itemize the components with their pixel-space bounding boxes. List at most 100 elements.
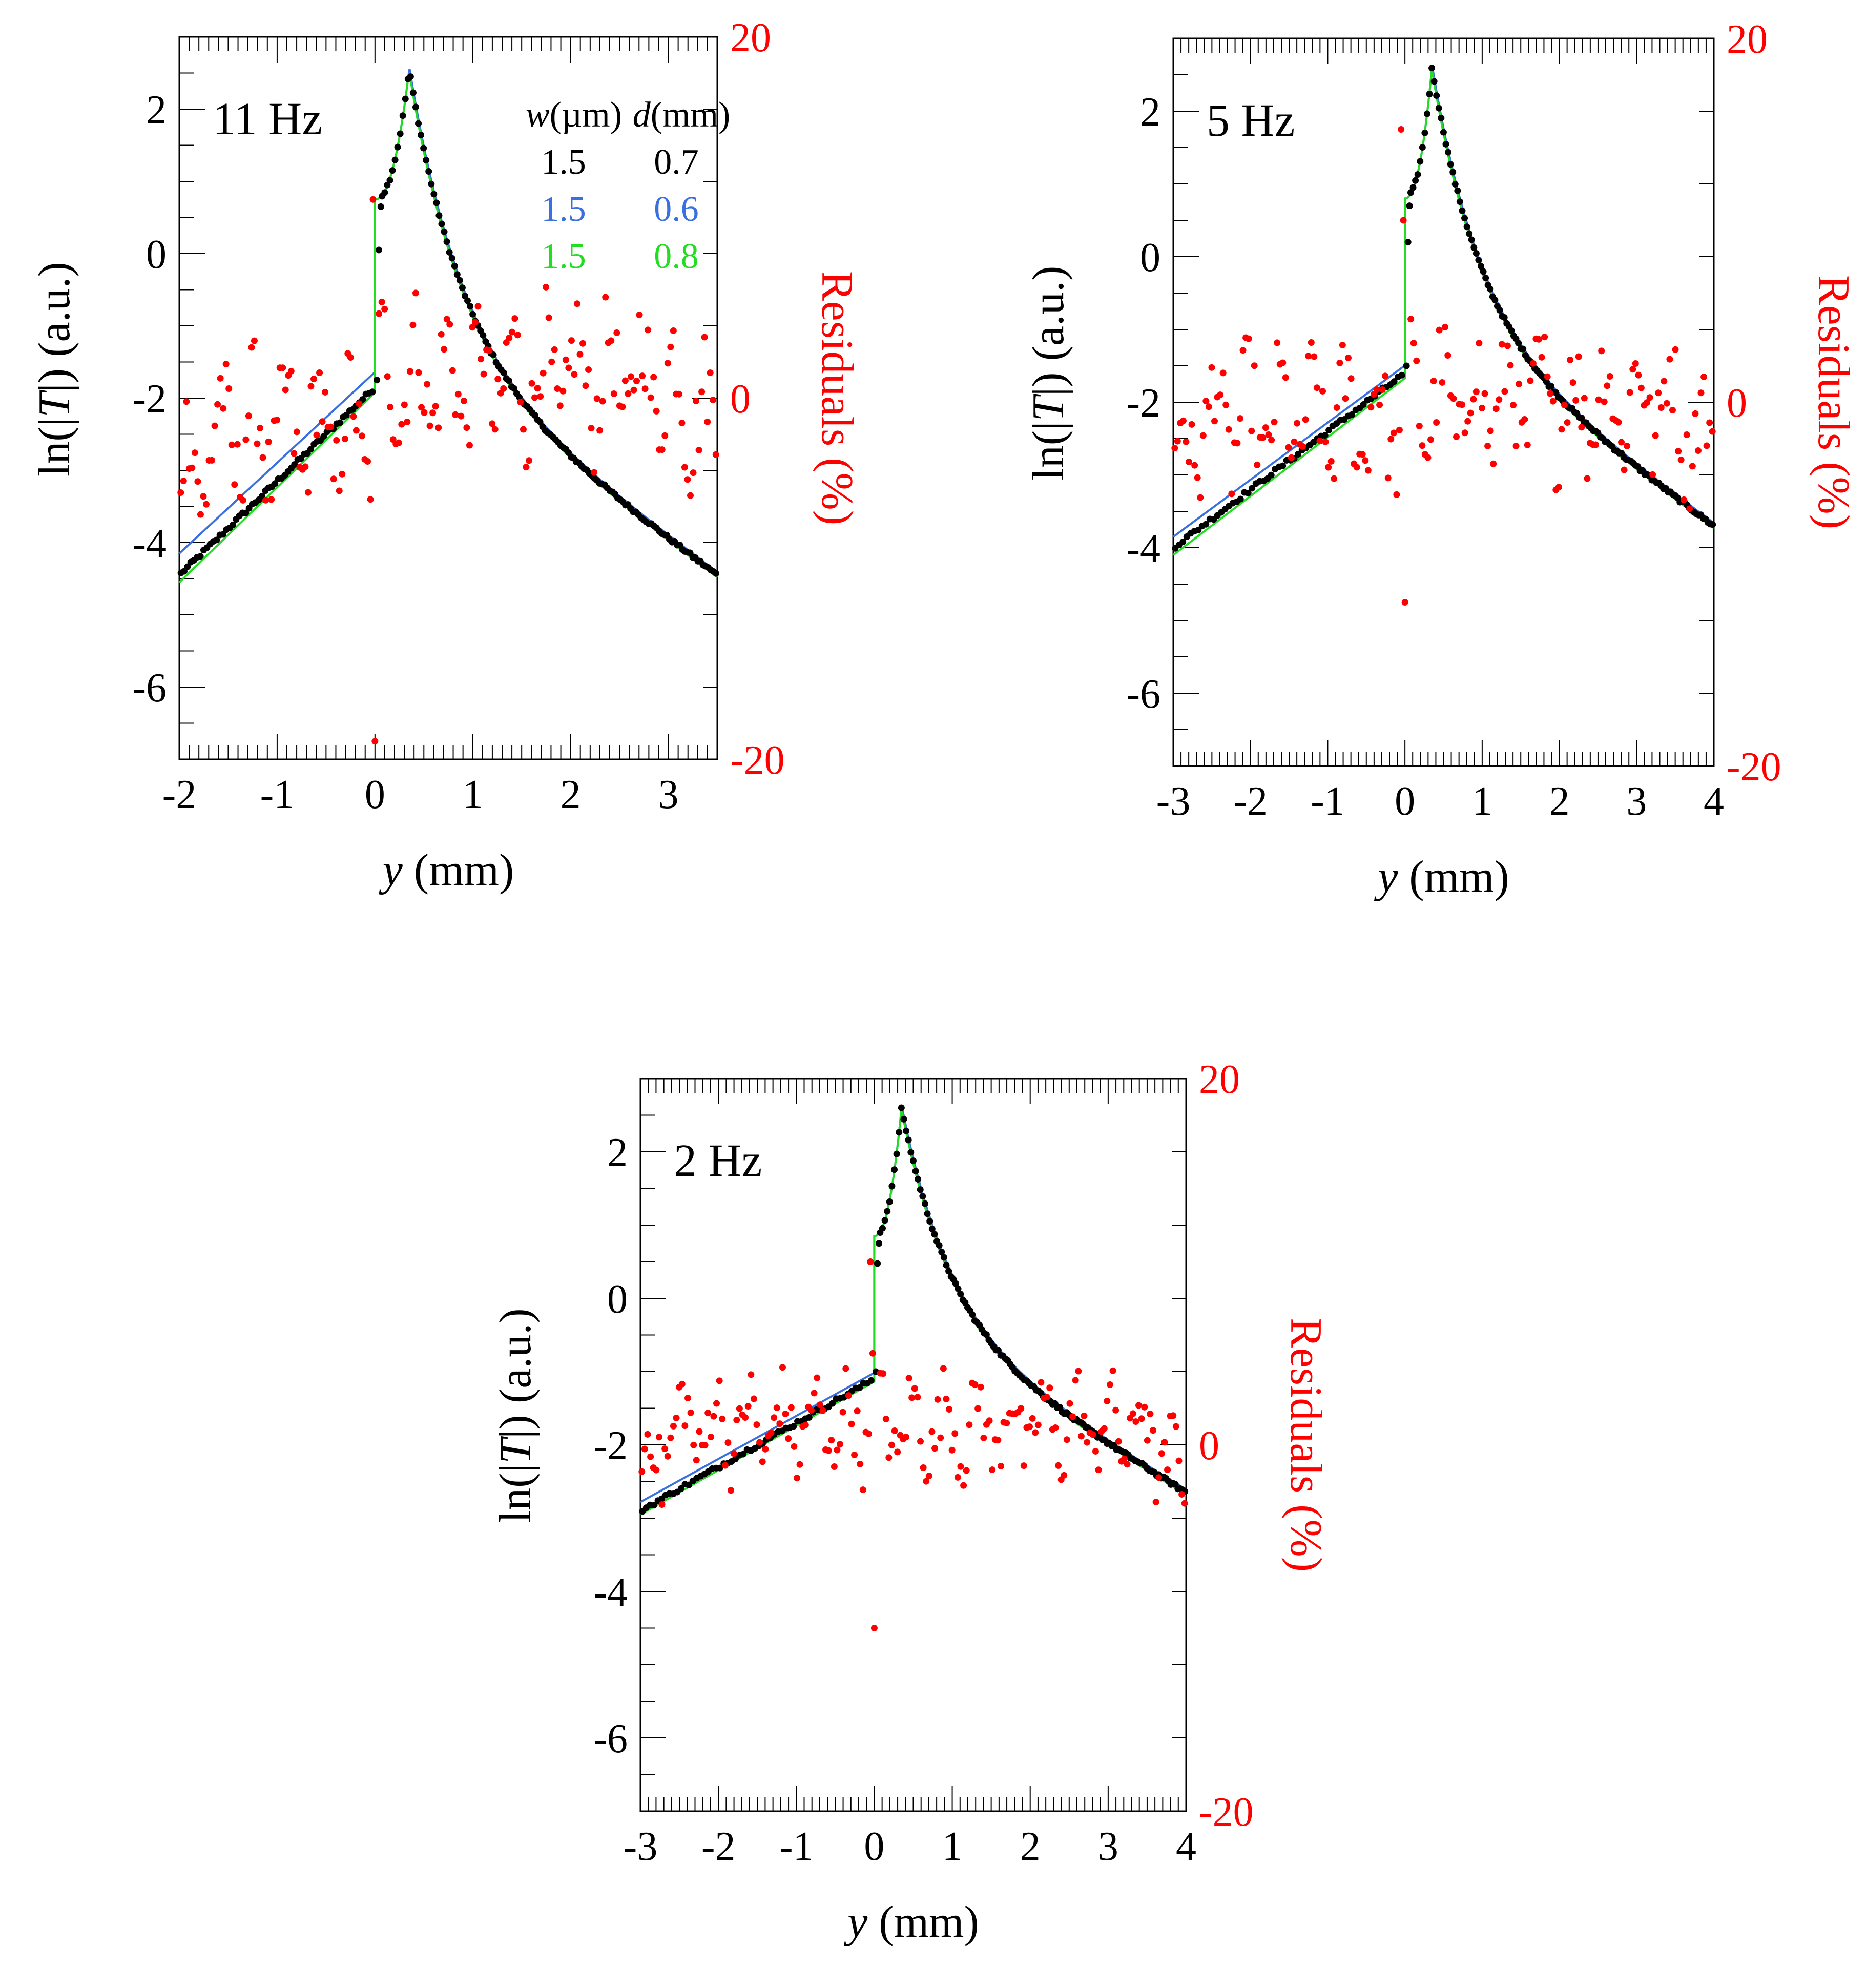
- residual-point: [1208, 364, 1215, 371]
- residual-point: [647, 1453, 654, 1460]
- residual-point: [1527, 377, 1534, 384]
- residual-point: [1274, 339, 1281, 346]
- data-point: [1520, 345, 1527, 353]
- residual-point: [779, 1364, 786, 1371]
- data-point: [912, 1168, 919, 1175]
- residual-point: [1567, 356, 1574, 363]
- residual-point: [1681, 496, 1688, 503]
- residual-point: [1490, 460, 1497, 467]
- residual-point: [376, 310, 383, 317]
- residual-point: [1635, 371, 1642, 379]
- data-point: [229, 522, 236, 529]
- x-axis-var: y: [379, 845, 403, 895]
- x-axis-var: y: [843, 1897, 868, 1947]
- residual-point: [894, 1448, 901, 1456]
- data-point: [874, 1260, 881, 1267]
- residual-point: [1282, 374, 1289, 381]
- residual-point: [653, 407, 660, 415]
- residual-point: [1450, 395, 1457, 402]
- residual-point: [336, 487, 343, 494]
- residual-point: [571, 371, 578, 378]
- residual-point: [1003, 1420, 1010, 1427]
- residual-point: [1342, 395, 1349, 402]
- residual-point: [274, 417, 281, 424]
- residual-point: [687, 492, 694, 499]
- residual-point: [528, 380, 535, 387]
- residual-point: [710, 397, 717, 404]
- residual-point: [449, 367, 456, 374]
- data-point: [291, 461, 298, 468]
- residual-point: [1288, 454, 1295, 461]
- data-point: [1430, 78, 1438, 85]
- x-tick-label: 2: [1020, 1824, 1041, 1869]
- residual-point: [1055, 1462, 1062, 1469]
- data-point: [740, 1451, 747, 1458]
- residual-point: [576, 350, 584, 358]
- residual-point: [1529, 360, 1537, 367]
- y2-tick-label: -20: [730, 738, 785, 783]
- residual-point: [1501, 388, 1508, 395]
- residual-point: [1199, 432, 1207, 439]
- residual-point: [687, 1409, 694, 1416]
- data-point: [418, 131, 425, 138]
- data-point: [391, 156, 399, 163]
- residual-point: [1487, 427, 1494, 434]
- data-point: [893, 1150, 900, 1157]
- residual-point: [1393, 491, 1400, 498]
- data-point: [1459, 207, 1466, 214]
- data-point: [881, 1217, 888, 1224]
- data-point: [464, 297, 471, 304]
- residual-points: [177, 196, 719, 745]
- residual-point: [713, 1400, 720, 1407]
- residual-point: [1672, 346, 1679, 353]
- residual-point: [639, 372, 646, 380]
- residual-point: [690, 469, 697, 477]
- data-point: [1179, 538, 1187, 545]
- residual-point: [842, 1365, 849, 1372]
- residual-point: [1689, 463, 1696, 470]
- residual-point: [1379, 386, 1386, 393]
- legend-d-value: 0.7: [654, 142, 699, 182]
- residual-point: [279, 364, 286, 371]
- data-point: [402, 95, 409, 102]
- residual-point: [857, 1460, 864, 1467]
- y-tick-label: -4: [132, 521, 167, 566]
- residual-point: [917, 1438, 924, 1445]
- data-point: [1407, 189, 1414, 196]
- residual-point: [364, 458, 371, 465]
- residual-point: [1401, 599, 1408, 606]
- residual-point: [859, 1486, 866, 1494]
- residual-point: [1344, 355, 1352, 362]
- residual-point: [591, 469, 598, 476]
- residual-point: [980, 1434, 987, 1441]
- data-point: [480, 332, 487, 339]
- data-point: [430, 191, 438, 198]
- residual-point: [1144, 1437, 1151, 1444]
- residual-point: [782, 1411, 789, 1418]
- data-point: [1244, 489, 1252, 496]
- legend-w-var: w: [526, 95, 550, 135]
- residual-point: [1692, 410, 1699, 417]
- residuals-label-text: Residuals (%): [1809, 275, 1858, 529]
- residual-point: [1313, 384, 1320, 391]
- residual-point: [645, 326, 652, 334]
- residual-point: [1251, 362, 1258, 369]
- data-point: [919, 1193, 926, 1200]
- residual-point: [1095, 1466, 1102, 1474]
- data-point: [876, 1240, 883, 1247]
- data-point: [1461, 215, 1468, 222]
- residual-point: [865, 1430, 873, 1437]
- residual-point: [593, 395, 600, 402]
- residual-point: [1384, 474, 1392, 482]
- residual-point: [1441, 323, 1448, 330]
- data-point: [197, 553, 204, 560]
- residual-point: [307, 383, 315, 390]
- data-point: [886, 1198, 893, 1206]
- data-point: [1409, 184, 1417, 191]
- residual-point: [582, 382, 589, 389]
- residual-point: [452, 411, 459, 418]
- residual-point: [588, 425, 595, 432]
- residual-point: [1279, 359, 1287, 366]
- residual-point: [1694, 447, 1702, 454]
